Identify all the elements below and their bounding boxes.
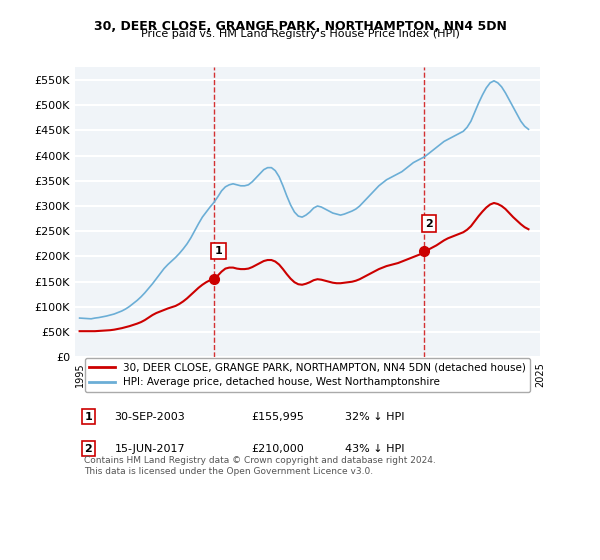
Legend: 30, DEER CLOSE, GRANGE PARK, NORTHAMPTON, NN4 5DN (detached house), HPI: Average: 30, DEER CLOSE, GRANGE PARK, NORTHAMPTON… — [85, 358, 530, 391]
Text: 30-SEP-2003: 30-SEP-2003 — [115, 412, 185, 422]
Text: 1: 1 — [84, 412, 92, 422]
Text: Price paid vs. HM Land Registry's House Price Index (HPI): Price paid vs. HM Land Registry's House … — [140, 29, 460, 39]
Text: Contains HM Land Registry data © Crown copyright and database right 2024.
This d: Contains HM Land Registry data © Crown c… — [84, 456, 436, 475]
Text: £210,000: £210,000 — [252, 444, 304, 454]
Text: 1: 1 — [215, 246, 223, 256]
Text: 2: 2 — [425, 218, 433, 228]
Text: 15-JUN-2017: 15-JUN-2017 — [115, 444, 185, 454]
Text: £155,995: £155,995 — [252, 412, 305, 422]
Text: 2: 2 — [84, 444, 92, 454]
Text: 30, DEER CLOSE, GRANGE PARK, NORTHAMPTON, NN4 5DN: 30, DEER CLOSE, GRANGE PARK, NORTHAMPTON… — [94, 20, 506, 32]
Text: 43% ↓ HPI: 43% ↓ HPI — [344, 444, 404, 454]
Text: 32% ↓ HPI: 32% ↓ HPI — [344, 412, 404, 422]
